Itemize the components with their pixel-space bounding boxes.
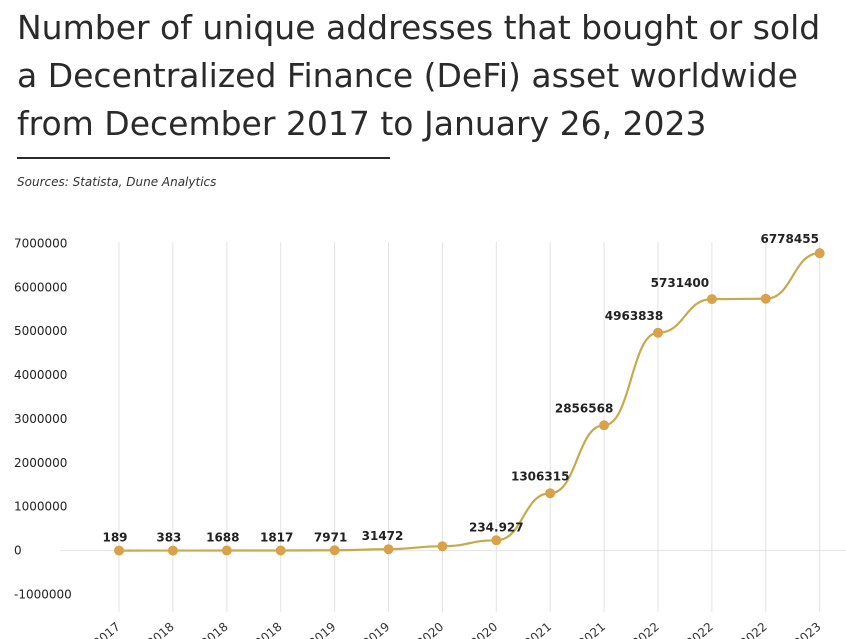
data-label: 6778455 [760, 232, 818, 246]
data-label: 1817 [260, 531, 293, 545]
x-tick-label: c 2019 [352, 620, 392, 639]
data-point [599, 420, 610, 431]
y-tick-label: 7000000 [14, 236, 67, 250]
data-point [814, 248, 825, 259]
y-tick-label: 6000000 [14, 280, 67, 294]
x-tick-label: n 2020 [405, 620, 446, 639]
data-label: 189 [102, 531, 127, 545]
y-tick-label: 1000000 [14, 500, 67, 514]
y-tick-label: 0 [14, 544, 22, 558]
data-point [167, 545, 178, 556]
data-point [760, 293, 771, 304]
x-tick-label: n 2022 [621, 620, 662, 639]
y-tick-label: 5000000 [14, 324, 67, 338]
data-point [706, 294, 717, 305]
y-tick-label: 2000000 [14, 456, 67, 470]
data-point [545, 488, 556, 499]
data-label: 4963838 [605, 309, 663, 323]
data-label: 2856568 [555, 401, 613, 415]
sources-note: Sources: Statista, Dune Analytics [17, 175, 217, 189]
data-label: 5731400 [651, 276, 709, 290]
data-label: 1688 [206, 531, 239, 545]
y-tick-label: 4000000 [14, 368, 67, 382]
x-tick-label: c 2020 [460, 620, 500, 639]
data-point [275, 545, 286, 556]
data-label: 234.927 [469, 520, 524, 534]
data-label: 31472 [362, 529, 404, 543]
x-tick-label: n 2018 [136, 620, 177, 639]
data-point [383, 544, 394, 555]
data-point [437, 541, 448, 552]
x-tick-label: n 2021 [513, 620, 554, 639]
series-line [118, 252, 820, 552]
data-point [329, 545, 340, 556]
y-tick-label: 3000000 [14, 412, 67, 426]
x-tick-label: n 2023 [782, 620, 823, 639]
data-label: 1306315 [511, 469, 569, 483]
x-tick-label: p 2021 [567, 620, 608, 639]
x-tick-label: c 2018 [244, 620, 284, 639]
chart-title: Number of unique addresses that bought o… [17, 8, 821, 143]
data-point [653, 327, 663, 338]
title-divider [17, 157, 390, 159]
x-tick-label: n 2022 [675, 620, 716, 639]
data-label: 383 [156, 531, 181, 545]
data-point [221, 545, 232, 556]
data-label: 7971 [314, 530, 347, 544]
y-tick-label: -1000000 [14, 587, 72, 601]
x-tick-label: n 2019 [297, 620, 338, 639]
data-point [114, 545, 124, 556]
x-tick-label: c 2017 [83, 620, 123, 639]
data-point [491, 535, 502, 546]
x-tick-label: p 2018 [190, 620, 231, 639]
x-tick-label: c 2022 [729, 620, 769, 639]
